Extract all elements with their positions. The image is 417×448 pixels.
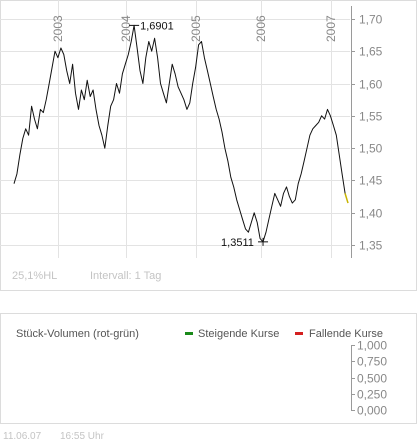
footer-time: 16:55 Uhr [60, 431, 105, 442]
year-label: 2004 [119, 15, 133, 42]
year-label: 2006 [254, 15, 268, 42]
price-y-tick-label: 1,65 [359, 45, 383, 59]
price-line [13, 24, 346, 243]
volume-y-tick-label: 1,000 [357, 339, 387, 353]
volume-y-axis: 1,000 0,750 0,500 0,250 0,000 [351, 339, 387, 418]
last-price-segment [344, 193, 349, 204]
high-label: 1,6901 [140, 20, 174, 32]
price-chart-panel [0, 0, 417, 291]
legend-rising-swatch [185, 332, 193, 335]
price-y-tick-label: 1,50 [359, 142, 383, 156]
footer-date: 11.06.07 [3, 431, 42, 442]
low-label: 1,3511 [221, 237, 254, 249]
year-labels: 2003 2004 2005 2006 2007 [51, 15, 338, 42]
price-y-tick-label: 1,55 [359, 110, 383, 124]
price-y-tick-label: 1,70 [359, 13, 383, 27]
legend-falling: Fallende Kurse [295, 328, 383, 340]
range-percent-label: 25,1%HL [12, 270, 57, 282]
legend-rising-label: Steigende Kurse [198, 328, 279, 340]
volume-y-tick-label: 0,000 [357, 404, 387, 418]
price-y-tick-label: 1,60 [359, 78, 383, 92]
year-label: 2003 [51, 15, 65, 42]
year-label: 2005 [189, 15, 203, 42]
extreme-markers: 1,6901 1,3511 [129, 20, 269, 249]
price-line-series [13, 24, 349, 243]
volume-chart-panel [0, 313, 417, 424]
volume-y-tick-label: 0,750 [357, 355, 387, 369]
price-y-tick-label: 1,35 [359, 239, 383, 253]
year-label: 2007 [324, 15, 338, 42]
volume-y-tick-label: 0,500 [357, 372, 387, 386]
price-grid [0, 0, 350, 258]
legend-falling-label: Fallende Kurse [309, 328, 383, 340]
volume-title: Stück-Volumen (rot-grün) [16, 328, 139, 340]
price-y-axis: 1,70 1,65 1,60 1,55 1,50 1,45 1,40 1,35 [351, 13, 383, 253]
legend-falling-swatch [295, 332, 303, 335]
price-y-tick-label: 1,40 [359, 207, 383, 221]
legend-rising: Steigende Kurse [185, 328, 279, 340]
volume-y-tick-label: 0,250 [357, 388, 387, 402]
price-y-tick-label: 1,45 [359, 174, 383, 188]
interval-label: Intervall: 1 Tag [90, 270, 161, 282]
